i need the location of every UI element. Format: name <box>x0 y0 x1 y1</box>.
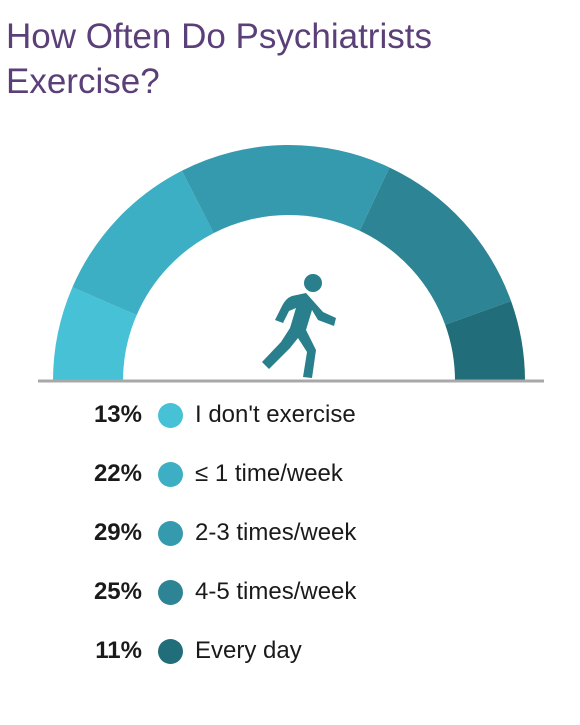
legend-item-every-day: 11% Every day <box>0 631 580 671</box>
legend-item-1-per-week: 22% ≤ 1 time/week <box>0 454 580 494</box>
gauge-segment-2 <box>181 145 390 234</box>
legend-item-4-5-per-week: 25% 4-5 times/week <box>0 572 580 612</box>
percent-label: 11% <box>95 637 142 664</box>
category-label: 4-5 times/week <box>195 578 357 605</box>
legend-item-2-3-per-week: 29% 2-3 times/week <box>0 513 580 553</box>
gauge-segment-3 <box>359 167 512 325</box>
category-label: Every day <box>195 637 302 664</box>
gauge-arcs <box>53 145 525 381</box>
legend-swatch <box>158 638 183 664</box>
percent-label: 22% <box>93 460 142 487</box>
category-label: ≤ 1 time/week <box>195 460 343 487</box>
running-person-icon <box>262 274 336 378</box>
category-label: I don't exercise <box>195 401 356 428</box>
percent-label: 29% <box>93 519 142 546</box>
legend-swatch <box>158 461 183 487</box>
semi-donut-chart <box>38 145 544 383</box>
gauge-segment-1 <box>72 170 214 316</box>
percent-label: 13% <box>93 401 142 428</box>
legend-swatch <box>158 520 183 546</box>
legend-swatch <box>158 402 183 428</box>
chart-title: How Often Do Psychiatrists Exercise? <box>6 17 432 101</box>
legend-item-no-exercise: 13% I don't exercise <box>0 395 580 435</box>
percent-label: 25% <box>93 578 142 605</box>
gauge-segment-4 <box>445 301 525 381</box>
category-label: 2-3 times/week <box>195 519 357 546</box>
legend-swatch <box>158 579 183 605</box>
gauge-segment-0 <box>53 287 137 381</box>
